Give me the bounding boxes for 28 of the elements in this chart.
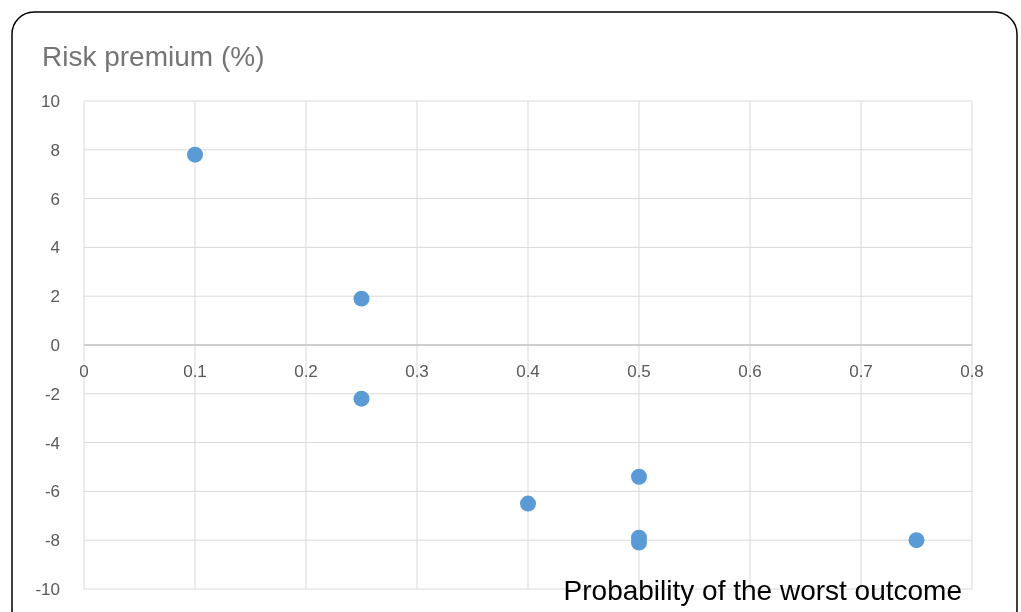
x-tick-label: 0.4 (516, 362, 540, 381)
y-tick-label: -8 (44, 531, 60, 551)
y-axis-title: Risk premium (%) (42, 41, 265, 72)
y-tick-label: 2 (50, 287, 60, 307)
point (353, 390, 370, 407)
x-tick-label: 0.6 (738, 362, 762, 381)
x-tick-label: 0.3 (405, 362, 429, 381)
point (631, 468, 647, 485)
x-tick-label: 0.5 (627, 362, 651, 381)
x-tick-label: 0.1 (183, 362, 207, 381)
y-tick-label: -10 (35, 579, 60, 599)
x-tick-label: 0 (79, 362, 89, 381)
y-tick-label: 4 (50, 238, 60, 258)
point (520, 495, 536, 512)
point (353, 290, 370, 307)
y-tick-label: 6 (50, 189, 60, 209)
point (908, 532, 925, 549)
x-tick-label: 0.2 (294, 362, 318, 381)
point (187, 146, 203, 163)
y-tick-label: -4 (44, 433, 60, 453)
y-tick-label: -2 (44, 384, 60, 404)
x-axis-title: Probability of the worst outcome (563, 575, 962, 606)
y-tick-label: -6 (44, 482, 60, 502)
x-tick-label: 0.7 (849, 362, 873, 381)
y-tick-label: 10 (41, 91, 60, 111)
y-tick-label: 8 (50, 140, 60, 160)
x-tick-label: 0.8 (960, 362, 984, 381)
y-tick-label: 0 (50, 335, 60, 355)
